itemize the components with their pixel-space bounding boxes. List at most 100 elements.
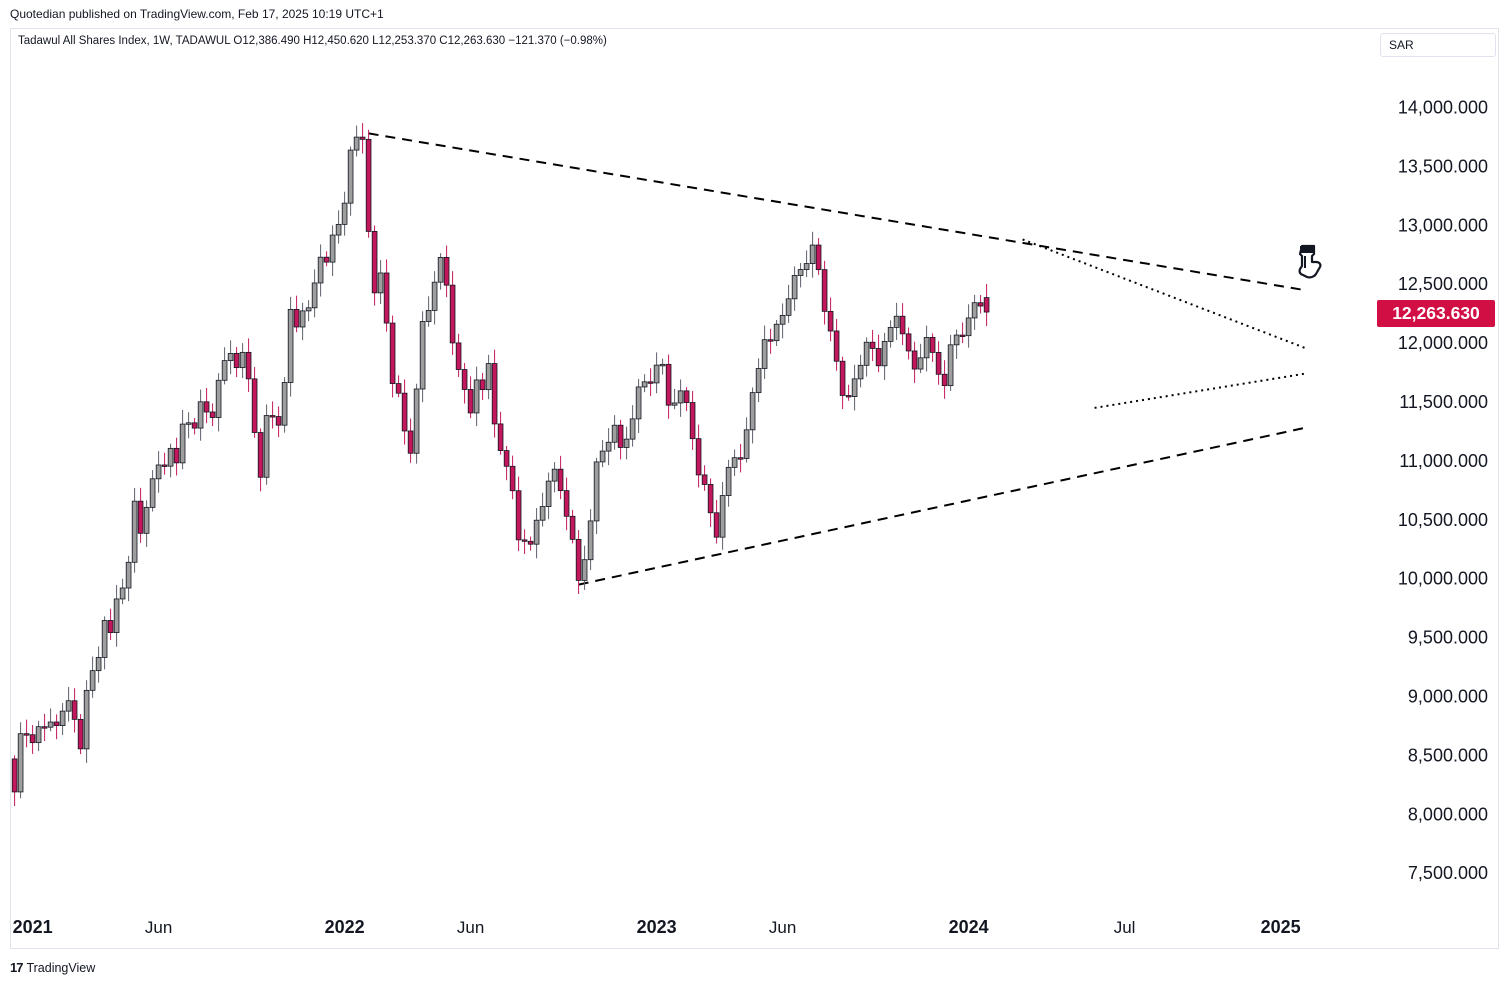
candle-body (761, 339, 768, 369)
candle-body (23, 733, 30, 736)
candle-body (749, 392, 756, 431)
candle-body (815, 244, 822, 271)
candle-body (155, 464, 162, 480)
candle-body (335, 223, 342, 236)
candle-body (503, 450, 510, 467)
candle-body (929, 337, 936, 353)
candle-body (89, 670, 96, 691)
x-tick-label: Jun (769, 918, 796, 937)
x-tick-label: Jun (457, 918, 484, 937)
candle-body (83, 689, 90, 750)
x-axis-ticks: 2021 Jun 2022 Jun 2023 Jun 2024 Jul 2025 (13, 917, 1301, 937)
y-axis-ticks: 7,500.000 8,000.000 8,500.000 9,000.000 9,50… (1398, 98, 1488, 884)
candle-body (185, 422, 192, 425)
candle-body (443, 257, 450, 286)
x-tick-label: Jul (1114, 918, 1136, 937)
candle-body (359, 136, 366, 140)
last-price-badge: 12,263.630 (1377, 300, 1495, 327)
candle-body (527, 540, 534, 545)
candle-body (683, 390, 690, 403)
candle-body (881, 340, 888, 367)
y-tick-label: 12,500.000 (1398, 274, 1488, 294)
dashed-trendline (578, 426, 1305, 586)
candle-body (623, 438, 630, 448)
candle-body (539, 506, 546, 521)
candle-body (209, 411, 216, 418)
candle-body (65, 700, 72, 712)
candle-body (773, 323, 780, 342)
candle-body (299, 310, 306, 328)
candle-body (137, 500, 144, 534)
y-tick-label: 13,000.000 (1398, 215, 1488, 235)
candle-body (401, 392, 408, 432)
candle-body (101, 620, 108, 658)
candle-body (485, 363, 492, 391)
candle-body (179, 423, 186, 464)
candle-body (575, 538, 582, 581)
candle-body (947, 344, 954, 387)
candle-body (371, 231, 378, 294)
dotted-trendline (1094, 372, 1305, 409)
candle-body (533, 519, 540, 545)
candle-body (263, 415, 270, 478)
brand-text: TradingView (26, 960, 96, 975)
candle-body (641, 381, 648, 388)
candle-body (863, 341, 870, 366)
candle-body (827, 310, 834, 332)
candle-body (149, 478, 156, 508)
candle-body (905, 333, 912, 352)
candle-body (911, 350, 918, 370)
candle-body (77, 718, 84, 750)
candle-body (935, 352, 942, 375)
trendlines (368, 132, 1305, 586)
candle-body (125, 561, 132, 589)
candle-body (671, 402, 678, 406)
candle-body (479, 379, 486, 391)
candle-body (323, 256, 330, 263)
candle-body (119, 587, 126, 600)
candle-body (425, 310, 432, 322)
candle-body (785, 298, 792, 316)
pointing-hand-icon (1298, 244, 1322, 279)
candle-body (869, 341, 876, 349)
candle-body (473, 379, 480, 414)
candle-body (257, 432, 264, 478)
candle-body (383, 272, 390, 324)
candle-body (317, 256, 324, 284)
candle-body (581, 559, 588, 581)
x-tick-label: 2022 (325, 917, 365, 937)
candle-body (47, 721, 54, 728)
candle-body (509, 465, 516, 492)
candle-body (665, 363, 672, 406)
candle-body (143, 506, 150, 534)
candle-body (737, 457, 744, 460)
candle-body (71, 700, 78, 720)
candle-body (437, 257, 444, 283)
candle-body (173, 447, 180, 464)
candle-body (455, 342, 462, 370)
candle-body (611, 424, 618, 443)
candle-body (779, 314, 786, 325)
y-tick-label: 11,500.000 (1399, 392, 1488, 412)
candle-body (251, 378, 258, 433)
candle-body (677, 390, 684, 404)
symbol-legend: Tadawul All Shares Index, 1W, TADAWUL O1… (18, 35, 607, 47)
candle-body (923, 337, 930, 359)
currency-selector[interactable]: SAR (1380, 33, 1496, 57)
x-tick-label: 2021 (13, 917, 53, 937)
candle-body (701, 474, 708, 485)
candle-body (803, 263, 810, 270)
dashed-trendline (368, 132, 1305, 292)
candle-body (605, 441, 612, 452)
x-tick-label: 2025 (1261, 917, 1301, 937)
candle-body (521, 539, 528, 542)
candle-body (977, 302, 984, 307)
y-tick-label: 14,000.000 (1398, 98, 1488, 118)
candle-body (215, 379, 222, 418)
candle-body (689, 402, 696, 440)
tradingview-brand: 17 TradingView (10, 960, 95, 975)
candle-body (941, 373, 948, 387)
candle-body (107, 620, 114, 634)
y-tick-label: 8,000.000 (1408, 804, 1488, 824)
